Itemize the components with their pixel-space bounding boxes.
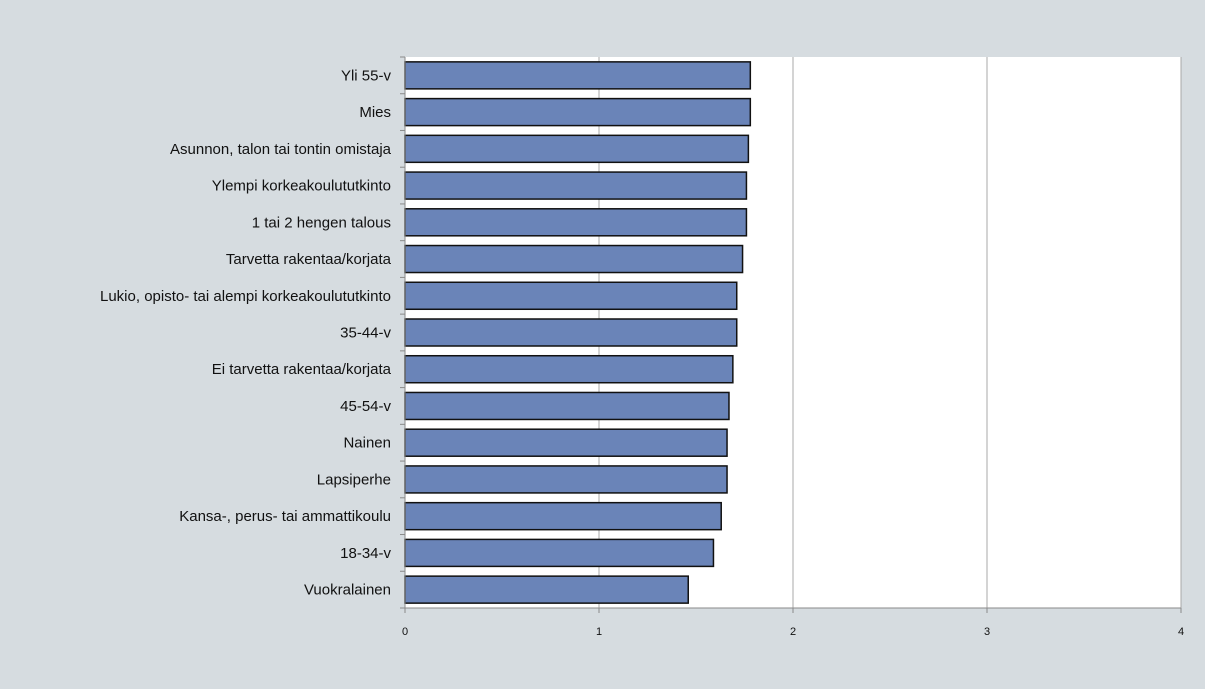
category-label: Nainen (343, 435, 391, 452)
category-label: Yli 55-v (341, 67, 392, 84)
bar (404, 134, 750, 164)
bar (404, 61, 752, 90)
category-label: Kansa-, perus- tai ammattikoulu (179, 508, 391, 525)
x-tick-label: 0 (402, 626, 408, 638)
category-label: Asunnon, talon tai tontin omistaja (170, 141, 392, 158)
bar (404, 318, 738, 347)
bar (404, 281, 738, 311)
category-label: Lukio, opisto- tai alempi korkeakoulutut… (100, 288, 391, 305)
x-tick-labels: 0 1 2 3 4 (402, 626, 1184, 638)
category-label: 45-54-v (340, 398, 391, 415)
x-tick-label: 1 (596, 626, 602, 638)
category-label: Mies (359, 104, 391, 121)
category-label: Tarvetta rakentaa/korjata (226, 251, 392, 268)
axes (400, 56, 1182, 613)
category-label: Ei tarvetta rakentaa/korjata (212, 361, 392, 378)
category-label: Ylempi korkeakoulututkinto (212, 178, 391, 195)
bar (404, 354, 734, 384)
category-label: 1 tai 2 hengen talous (252, 214, 391, 231)
x-tick-label: 2 (790, 626, 796, 638)
bar (404, 575, 689, 604)
bar (404, 501, 722, 531)
category-label: 18-34-v (340, 545, 391, 562)
bar (404, 97, 752, 127)
bar (404, 244, 744, 274)
category-label: Lapsiperhe (317, 471, 391, 488)
bar (404, 465, 728, 494)
bar (404, 428, 728, 457)
x-tick-label: 3 (984, 626, 990, 638)
bar (404, 208, 748, 237)
bar (404, 538, 715, 568)
bars (404, 61, 752, 604)
category-labels: Yli 55-v Mies Asunnon, talon tai tontin om… (100, 67, 392, 598)
bar (404, 391, 730, 421)
category-label: 35-44-v (340, 325, 391, 342)
x-tick-label: 4 (1178, 626, 1184, 638)
bar (404, 171, 748, 200)
category-label: Vuokralainen (304, 582, 391, 599)
